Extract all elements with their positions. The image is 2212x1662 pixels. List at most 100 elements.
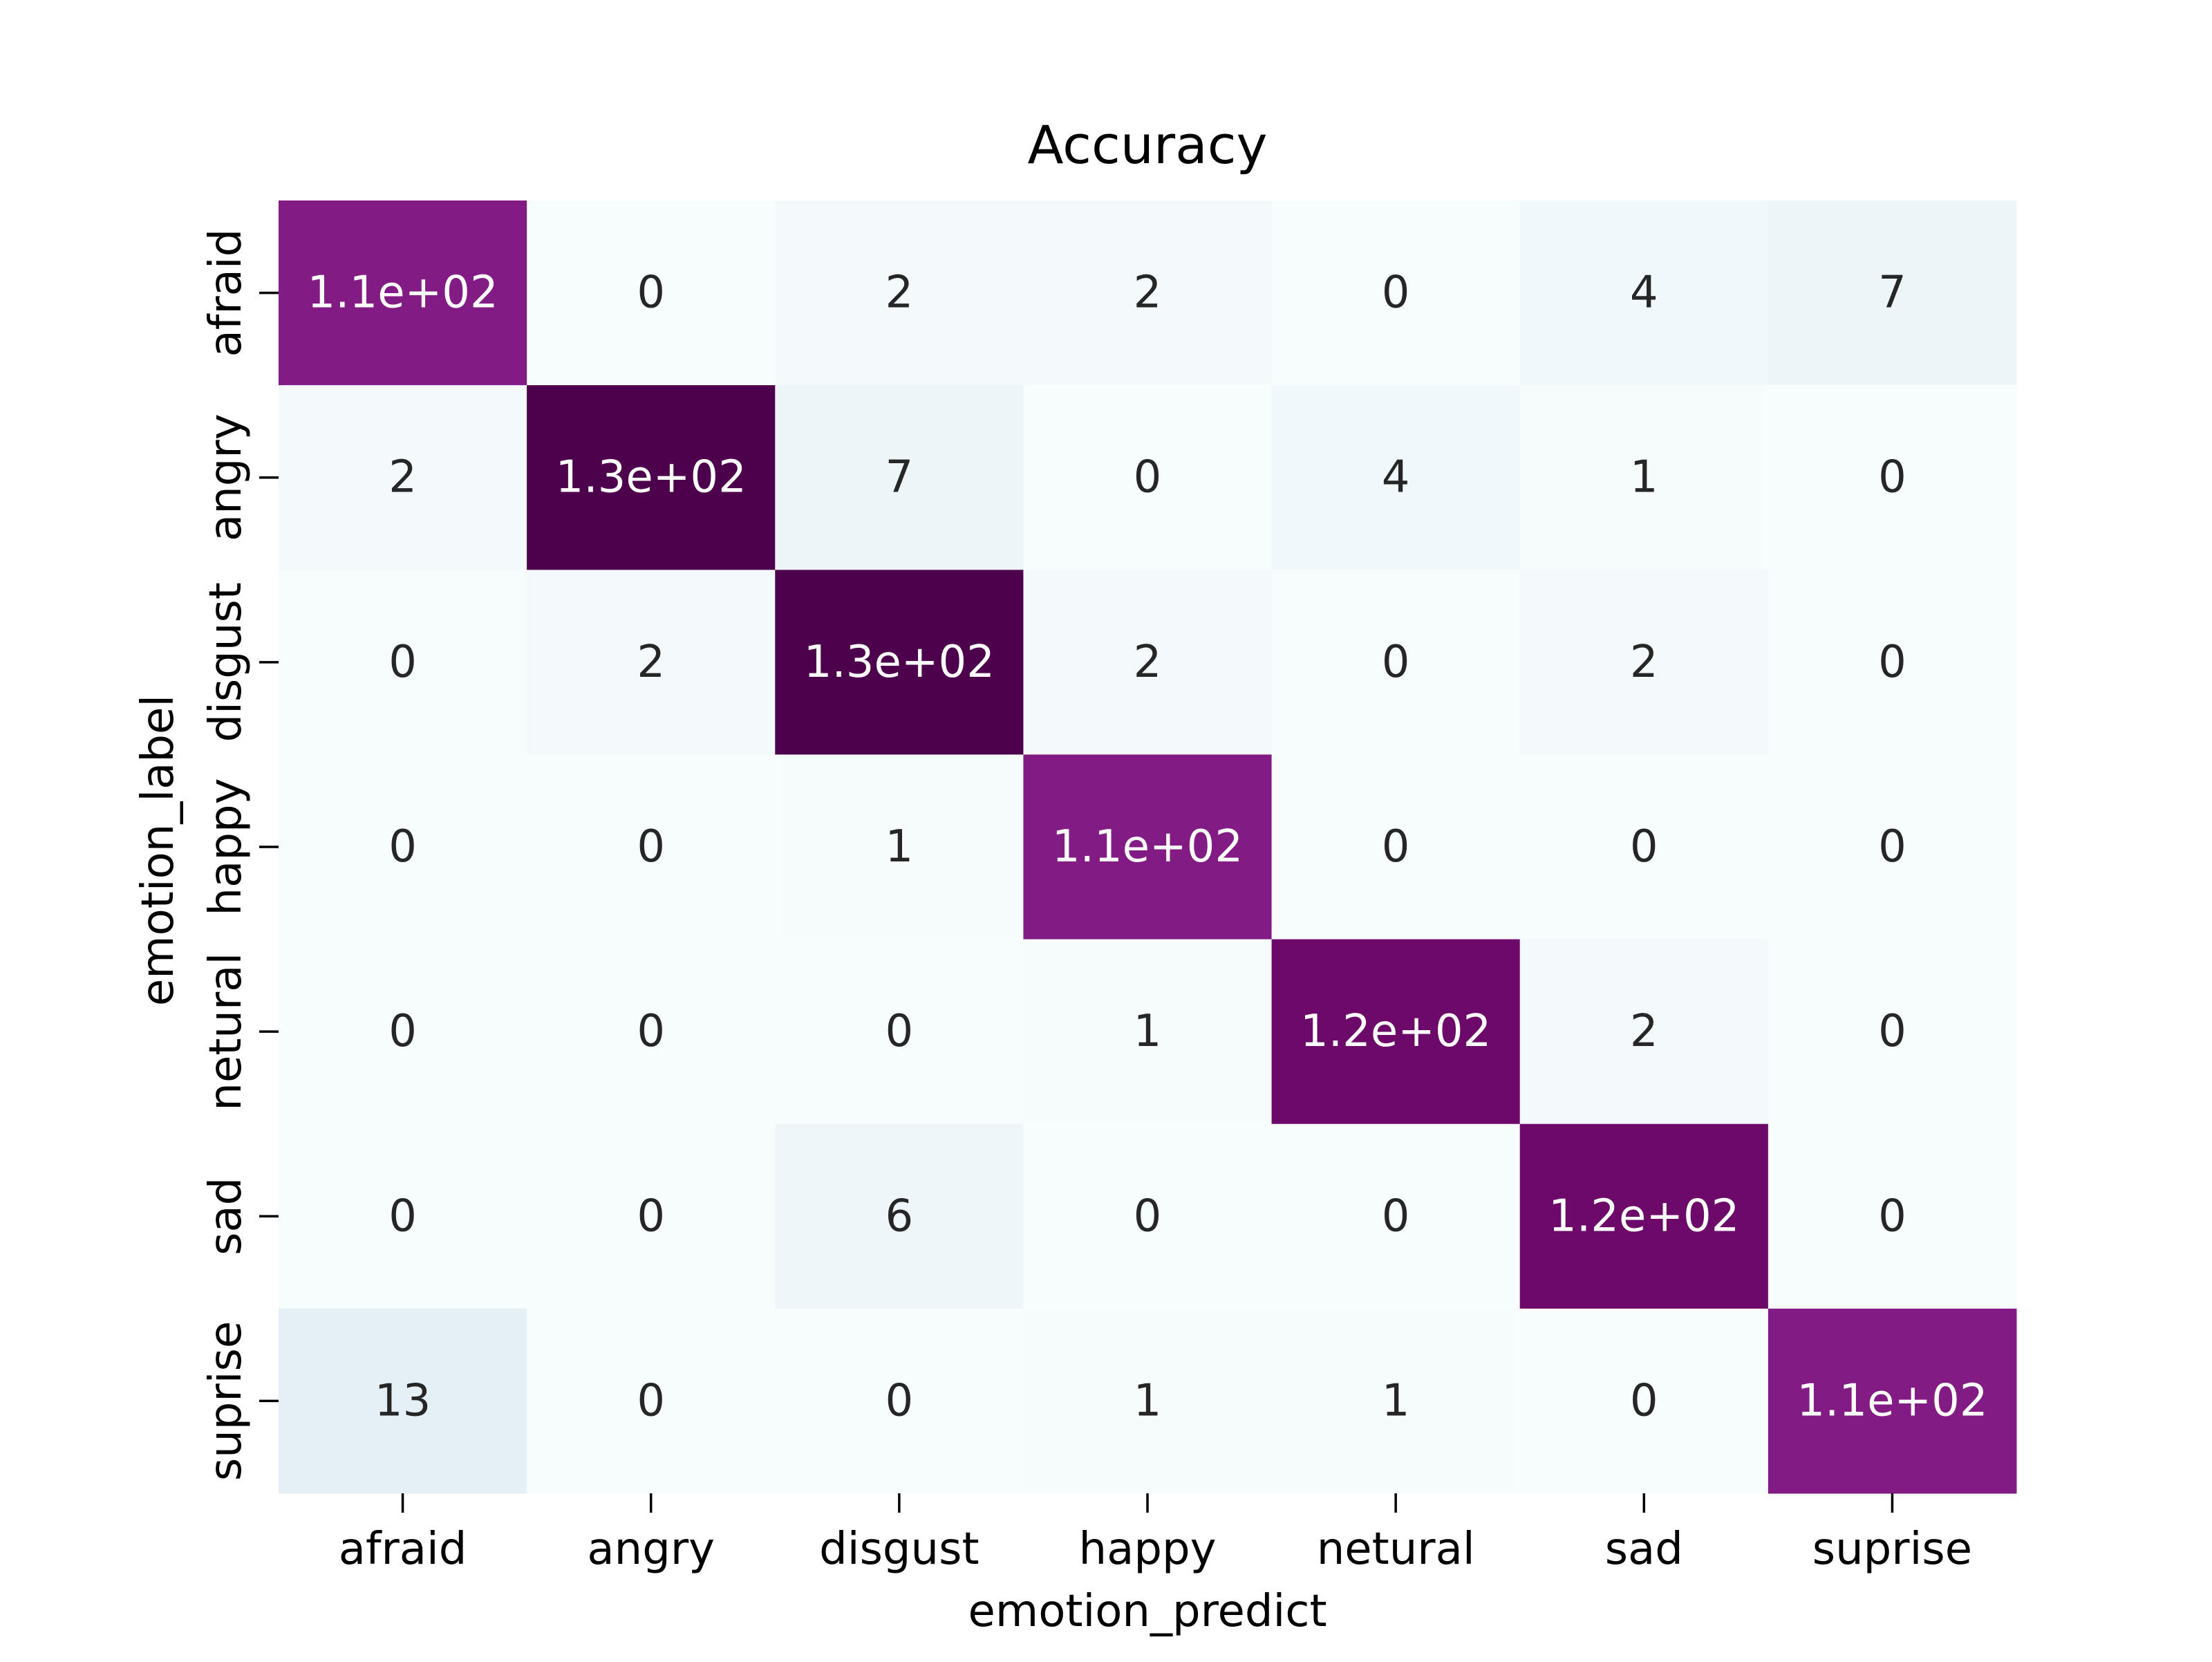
cell-value-label: 0 xyxy=(388,637,417,688)
x-tick-label: suprise xyxy=(1812,1524,1972,1575)
heatmap-cell xyxy=(279,1123,527,1309)
heatmap-cell xyxy=(775,1308,1024,1494)
heatmap-cell xyxy=(1768,939,2017,1125)
heatmap-cell xyxy=(1271,1308,1521,1494)
cell-value-label: 0 xyxy=(637,1006,665,1057)
heatmap-cell xyxy=(1519,1308,1769,1494)
cell-value-label: 0 xyxy=(1134,1191,1162,1242)
cell-value-label: 1.2e+02 xyxy=(1300,1006,1491,1057)
heatmap-cell xyxy=(1023,1123,1273,1309)
axis-ticks: afraid angry disgust happy netural sad suprise… xyxy=(200,229,1972,1575)
cell-value-label: 1 xyxy=(1134,1006,1162,1057)
heatmap-cell xyxy=(775,570,1024,755)
heatmap-cell xyxy=(1768,385,2017,570)
cell-value-label: 0 xyxy=(1878,1191,1906,1242)
cell-value-label: 0 xyxy=(1382,821,1410,872)
cell-value-label: 0 xyxy=(637,1191,665,1242)
cell-value-label: 0 xyxy=(388,1006,417,1057)
heatmap-cell xyxy=(1519,570,1769,755)
heatmap-cell xyxy=(1271,385,1521,570)
heatmap-cell xyxy=(1023,570,1273,755)
x-tick-label: angry xyxy=(587,1524,715,1575)
cell-value-label: 0 xyxy=(1878,821,1906,872)
cell-value-label: 1.2e+02 xyxy=(1548,1191,1739,1242)
cell-value-label: 1.1e+02 xyxy=(1052,821,1243,872)
cell-value-label: 0 xyxy=(1878,452,1906,503)
heatmap-cell xyxy=(527,1308,776,1494)
heatmap-cell xyxy=(775,385,1024,570)
cell-value-label: 0 xyxy=(1382,637,1410,688)
heatmap-cells: 1.1e+02 0 2 2 0 4 7 2 1.3e+02 7 0 4 1 0 0 2 1.3e+02 2 0 2 0 0… xyxy=(279,200,2017,1494)
heatmap-cell xyxy=(1271,1123,1521,1309)
y-tick-label: happy xyxy=(200,778,252,916)
heatmap-cell xyxy=(1768,570,2017,755)
cell-value-label: 1 xyxy=(1630,452,1658,503)
heatmap-cell xyxy=(1519,1123,1769,1309)
heatmap-cell xyxy=(1271,200,1521,386)
heatmap-cell xyxy=(775,754,1024,940)
heatmap-cell xyxy=(527,200,776,386)
y-tick-label: afraid xyxy=(200,229,252,357)
x-tick-label: disgust xyxy=(819,1524,979,1575)
x-tick-label: afraid xyxy=(339,1524,467,1575)
cell-value-label: 0 xyxy=(1630,821,1658,872)
cell-value-label: 0 xyxy=(637,268,665,319)
heatmap-cell xyxy=(527,385,776,570)
heatmap-cell xyxy=(775,200,1024,386)
cell-value-label: 0 xyxy=(637,821,665,872)
heatmap-cell xyxy=(279,1308,527,1494)
cell-value-label: 2 xyxy=(637,637,665,688)
cell-value-label: 1.1e+02 xyxy=(307,268,498,319)
heatmap-cell xyxy=(1768,754,2017,940)
heatmap-cell xyxy=(1768,1308,2017,1494)
cell-value-label: 2 xyxy=(1134,268,1162,319)
heatmap-cell xyxy=(1519,385,1769,570)
heatmap-cell xyxy=(1023,939,1273,1125)
cell-value-label: 0 xyxy=(1878,1006,1906,1057)
cell-value-label: 0 xyxy=(885,1006,913,1057)
heatmap-cell xyxy=(1768,1123,2017,1309)
heatmap-cell xyxy=(1519,939,1769,1125)
cell-value-label: 0 xyxy=(885,1375,913,1426)
y-axis-label: emotion_label xyxy=(133,695,184,1006)
cell-value-label: 2 xyxy=(1630,1006,1658,1057)
heatmap-cell xyxy=(279,939,527,1125)
cell-value-label: 4 xyxy=(1382,452,1410,503)
cell-value-label: 4 xyxy=(1630,268,1658,319)
y-tick-label: disgust xyxy=(200,582,252,742)
heatmap-cell xyxy=(1271,570,1521,755)
heatmap-cell xyxy=(1768,200,2017,386)
cell-value-label: 7 xyxy=(885,452,913,503)
cell-value-label: 0 xyxy=(1878,637,1906,688)
heatmap-cell xyxy=(527,939,776,1125)
heatmap-cell xyxy=(279,200,527,386)
chart-title: Accuracy xyxy=(1028,114,1268,176)
cell-value-label: 2 xyxy=(388,452,417,503)
x-axis-label: emotion_predict xyxy=(968,1586,1327,1637)
heatmap-cell xyxy=(775,939,1024,1125)
heatmap-cell xyxy=(1023,754,1273,940)
cell-value-label: 1 xyxy=(885,821,913,872)
cell-value-label: 2 xyxy=(885,268,913,319)
x-tick-label: sad xyxy=(1605,1524,1683,1575)
cell-value-label: 0 xyxy=(1382,1191,1410,1242)
x-tick-label: happy xyxy=(1079,1524,1217,1575)
heatmap-cell xyxy=(527,1123,776,1309)
heatmap-cell xyxy=(279,385,527,570)
heatmap-cell xyxy=(527,754,776,940)
cell-value-label: 2 xyxy=(1134,637,1162,688)
heatmap-cell xyxy=(1023,385,1273,570)
cell-value-label: 0 xyxy=(388,1191,417,1242)
cell-value-label: 1.3e+02 xyxy=(804,637,995,688)
heatmap-cell xyxy=(527,570,776,755)
cell-value-label: 1 xyxy=(1382,1375,1410,1426)
heatmap-cell xyxy=(1023,1308,1273,1494)
y-tick-label: netural xyxy=(200,953,252,1111)
heatmap-cell xyxy=(1271,754,1521,940)
cell-value-label: 0 xyxy=(388,821,417,872)
cell-value-label: 1 xyxy=(1134,1375,1162,1426)
heatmap-cell xyxy=(1023,200,1273,386)
cell-value-label: 2 xyxy=(1630,637,1658,688)
cell-value-label: 1.3e+02 xyxy=(556,452,747,503)
